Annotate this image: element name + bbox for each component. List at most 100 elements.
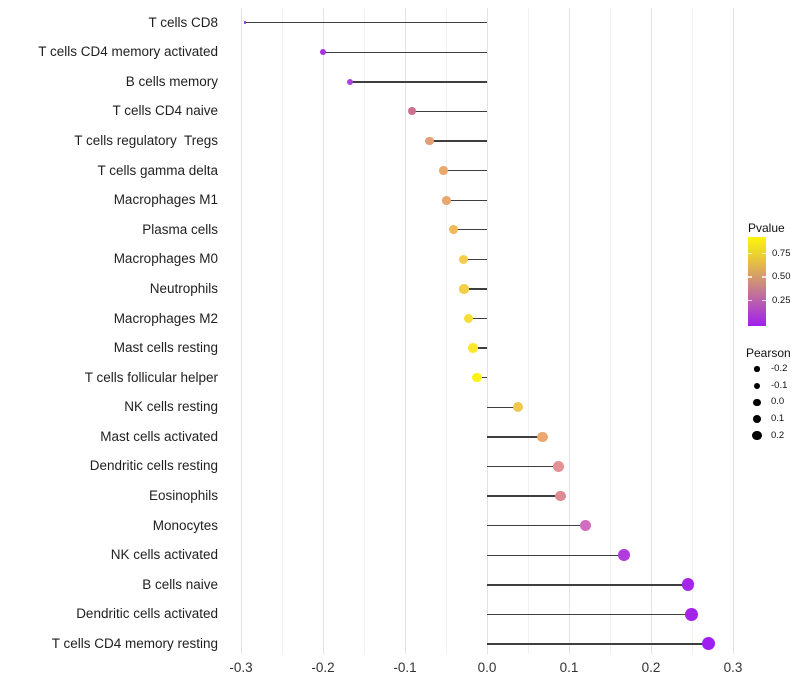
lollipop-segment xyxy=(446,199,487,201)
pvalue-bar-tick-left xyxy=(748,276,752,278)
gridline-minor xyxy=(527,8,529,654)
lollipop-segment xyxy=(350,81,487,83)
pvalue-tick-label: 0.75 xyxy=(772,247,791,259)
gridline-major xyxy=(568,8,570,654)
lollipop-dot xyxy=(579,520,591,532)
x-axis-tick-label: 0.1 xyxy=(559,660,579,675)
lollipop-dot xyxy=(463,313,473,324)
lollipop-segment xyxy=(443,169,487,172)
lollipop-segment xyxy=(487,524,586,527)
pearson-legend-label: -0.1 xyxy=(771,379,788,391)
lollipop-dot xyxy=(320,49,326,56)
gridline-minor xyxy=(691,8,693,654)
pearson-legend-dot xyxy=(753,398,761,407)
x-axis-tick-label: -0.1 xyxy=(393,660,417,675)
lollipop-dot xyxy=(552,461,564,472)
pearson-legend-dot xyxy=(752,431,762,441)
lollipop-segment xyxy=(487,554,624,556)
y-axis-label: NK cells resting xyxy=(124,399,218,415)
pvalue-bar-tick-right xyxy=(762,299,766,302)
lollipop-dot xyxy=(425,136,434,146)
gridline-major xyxy=(240,8,242,654)
pvalue-bar-tick-right xyxy=(762,276,766,278)
gridline-major xyxy=(404,8,406,654)
y-axis-label: Monocytes xyxy=(152,517,218,533)
pvalue-tick-label: 0.25 xyxy=(772,294,791,306)
gridline-major xyxy=(486,8,488,654)
lollipop-segment xyxy=(463,258,487,261)
lollipop-dot xyxy=(681,578,695,592)
lollipop-segment xyxy=(429,140,487,142)
lollipop-segment xyxy=(487,613,692,616)
y-axis-label: Macrophages M2 xyxy=(113,310,218,326)
lollipop-dot xyxy=(346,78,354,86)
y-axis-label: Dendritic cells activated xyxy=(76,606,218,622)
x-axis-tick-label: 0.3 xyxy=(723,660,743,675)
y-axis-label: Mast cells activated xyxy=(100,428,218,444)
y-axis-label: Dendritic cells resting xyxy=(89,458,218,474)
x-axis-tick-label: -0.3 xyxy=(229,660,253,675)
y-axis-label: NK cells activated xyxy=(110,547,218,563)
y-axis-label: Mast cells resting xyxy=(113,340,218,356)
lollipop-segment xyxy=(473,347,487,349)
lollipop-dot xyxy=(448,225,458,235)
y-axis-label: T cells CD4 memory activated xyxy=(38,44,218,60)
pearson-legend-label: 0.1 xyxy=(771,413,785,425)
lollipop-dot xyxy=(468,343,478,353)
pearson-legend-label: -0.2 xyxy=(771,363,788,374)
y-axis-label: Macrophages M0 xyxy=(113,251,218,267)
gridline-minor xyxy=(445,8,447,654)
gridline-major xyxy=(732,8,734,654)
y-axis-label: T cells CD8 xyxy=(148,14,218,30)
y-axis-label: Eosinophils xyxy=(148,488,218,504)
lollipop-dot xyxy=(439,166,448,175)
lollipop-segment xyxy=(468,317,487,320)
pvalue-bar-tick-left xyxy=(748,252,752,255)
pearson-legend-title: Pearson xyxy=(746,346,791,360)
pearson-legend-label: 0.2 xyxy=(771,429,785,441)
lollipop-dot xyxy=(701,637,715,651)
lollipop-segment xyxy=(487,495,561,497)
gridline-major xyxy=(650,8,652,654)
lollipop-dot xyxy=(243,21,247,24)
lollipop-dot xyxy=(555,490,567,502)
pearson-legend-label: 0.0 xyxy=(771,396,785,408)
x-axis-tick-label: -0.2 xyxy=(311,660,335,675)
pearson-legend-dot xyxy=(754,366,760,372)
lollipop-segment xyxy=(487,465,559,468)
gridline-minor xyxy=(281,8,283,654)
lollipop-dot xyxy=(458,254,468,264)
gridline-minor xyxy=(363,8,365,654)
lollipop-dot xyxy=(408,107,417,116)
y-axis-label: Macrophages M1 xyxy=(113,192,218,208)
pearson-legend-dot xyxy=(753,382,761,389)
pvalue-legend-title: Pvalue xyxy=(748,221,785,235)
lollipop-segment xyxy=(453,229,487,231)
x-axis-tick-label: 0.2 xyxy=(641,660,661,675)
gridline-minor xyxy=(609,8,611,654)
y-axis-label: T cells regulatory Tregs xyxy=(74,133,218,149)
lollipop-dot xyxy=(684,608,698,621)
lollipop-segment xyxy=(323,51,487,53)
lollipop-segment xyxy=(487,406,519,408)
y-axis-label: T cells CD4 naive xyxy=(112,103,218,119)
lollipop-segment xyxy=(487,584,688,586)
lollipop-segment xyxy=(464,288,487,290)
lollipop-segment xyxy=(477,377,487,379)
lollipop-dot xyxy=(472,373,482,383)
y-axis-label: T cells gamma delta xyxy=(97,162,218,178)
lollipop-dot xyxy=(459,284,469,294)
pvalue-bar-tick-left xyxy=(748,299,752,302)
y-axis-label: B cells memory xyxy=(125,73,218,89)
y-axis-label: T cells follicular helper xyxy=(84,369,218,385)
pvalue-bar-tick-right xyxy=(762,252,766,255)
lollipop-dot xyxy=(537,431,549,443)
lollipop-segment xyxy=(487,436,543,438)
pearson-legend-dot xyxy=(752,414,762,424)
pvalue-tick-label: 0.50 xyxy=(772,271,791,282)
lollipop-segment xyxy=(487,643,709,645)
lollipop-segment xyxy=(412,110,487,113)
lollipop-dot xyxy=(442,195,452,205)
lollipop-dot xyxy=(618,549,630,562)
